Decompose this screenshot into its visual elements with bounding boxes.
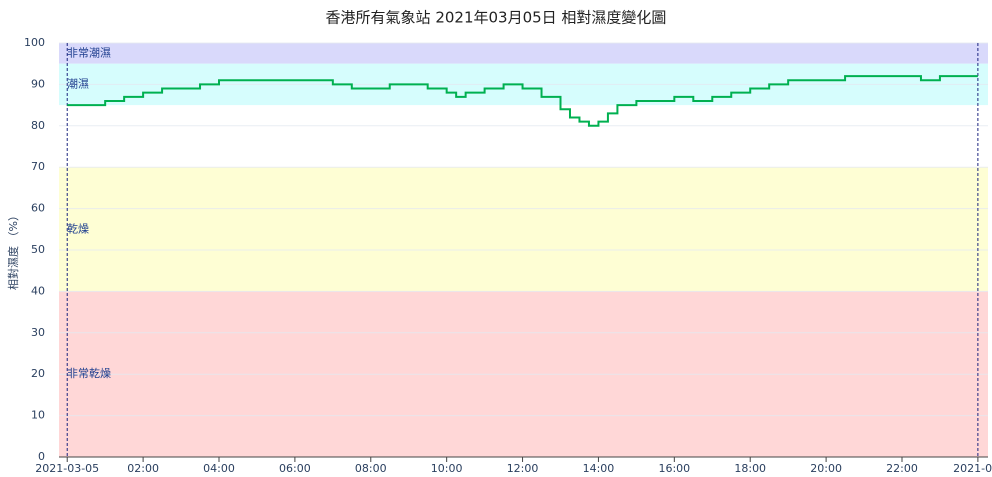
y-tick-label: 0 — [38, 450, 45, 463]
x-tick-label: 02:00 — [127, 462, 159, 475]
y-tick-label: 90 — [31, 77, 45, 90]
x-tick-label: 06:00 — [279, 462, 311, 475]
x-tick-label: 2021-0... — [953, 462, 992, 475]
band-label: 乾燥 — [67, 222, 89, 235]
x-tick-label: 14:00 — [583, 462, 615, 475]
band-label: 潮濕 — [67, 76, 89, 90]
y-tick-label: 50 — [31, 243, 45, 256]
x-tick-label: 18:00 — [734, 462, 766, 475]
chart-title: 香港所有氣象站 2021年03月05日 相對濕度變化圖 — [326, 9, 667, 27]
y-tick-label: 100 — [24, 36, 45, 49]
y-tick-label: 10 — [31, 409, 45, 422]
band — [59, 167, 988, 292]
x-tick-label: 12:00 — [507, 462, 539, 475]
y-tick-label: 80 — [31, 119, 45, 132]
band — [59, 43, 988, 64]
y-tick-label: 40 — [31, 284, 45, 297]
x-tick-label: 2021-03-05 — [35, 462, 99, 475]
y-tick-label: 70 — [31, 160, 45, 173]
x-tick-label: 16:00 — [658, 462, 690, 475]
line — [67, 75, 978, 127]
band-label: 非常乾燥 — [67, 367, 111, 380]
x-tick-label: 10:00 — [431, 462, 463, 475]
y-tick-label: 30 — [31, 326, 45, 339]
x-tick-label: 20:00 — [810, 462, 842, 475]
y-tick-label: 20 — [31, 367, 45, 380]
band-label: 非常潮濕 — [67, 45, 111, 59]
x-tick-label: 08:00 — [355, 462, 387, 475]
x-tick-label: 22:00 — [886, 462, 918, 475]
y-tick-label: 60 — [31, 202, 45, 215]
y-axis-label: 相對濕度 （%） — [6, 210, 20, 290]
x-tick-label: 04:00 — [203, 462, 235, 475]
